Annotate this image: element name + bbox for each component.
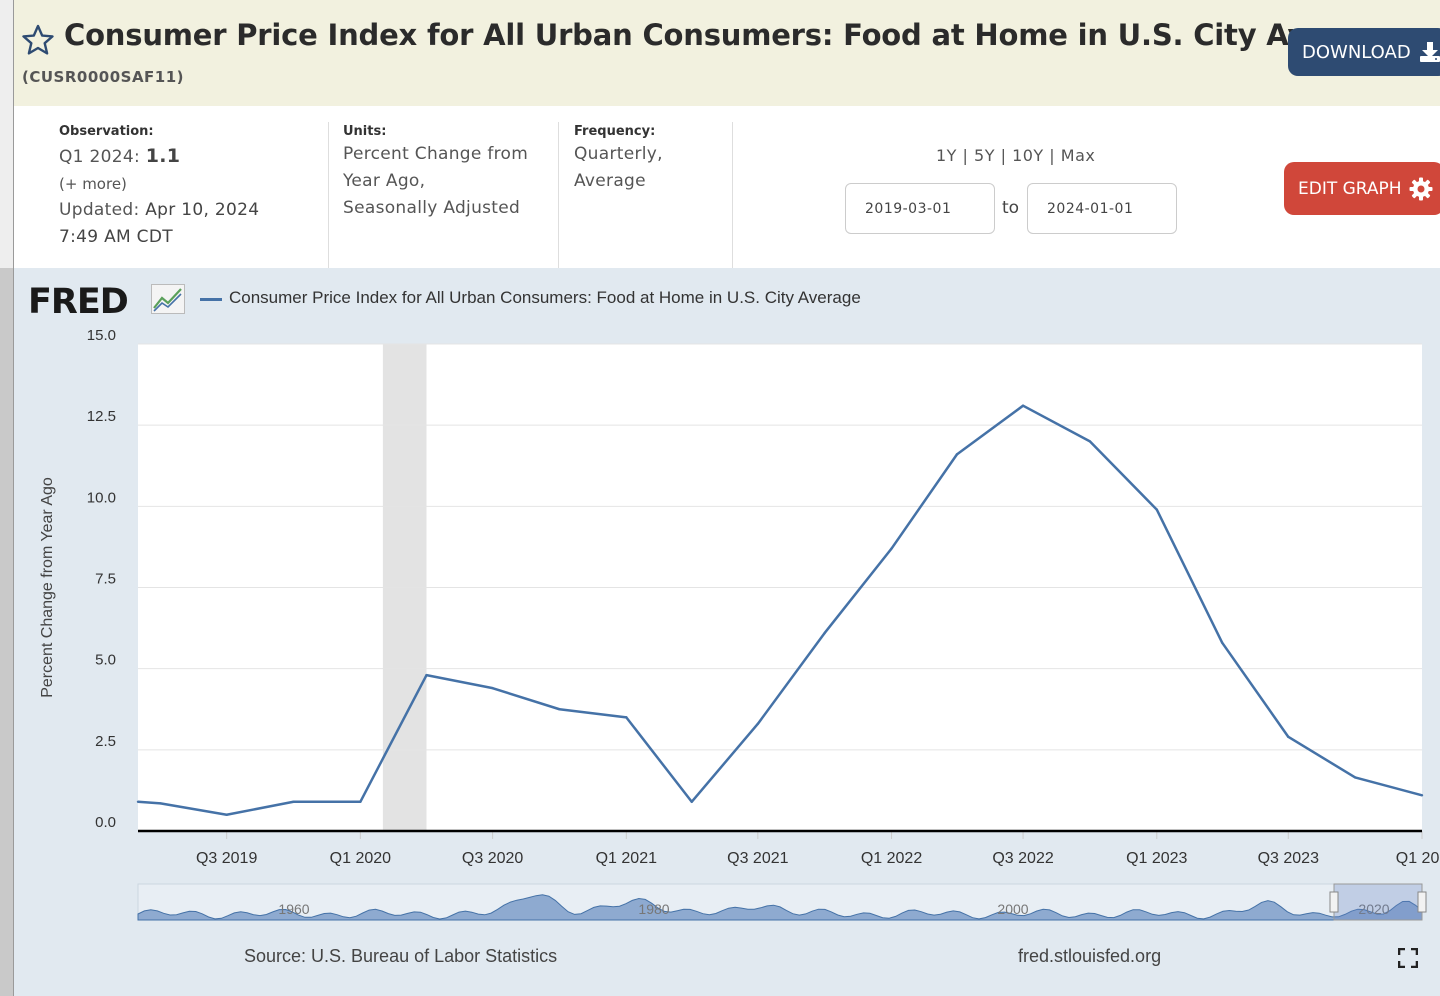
x-tick-label: Q1 2022 <box>861 850 922 867</box>
x-tick-label: Q3 2021 <box>727 850 788 867</box>
units-line2: Year Ago, <box>343 171 426 191</box>
y-tick-label: 15.0 <box>87 327 116 344</box>
data-point <box>955 453 959 456</box>
data-point <box>690 800 693 803</box>
more-link[interactable]: (+ more) <box>59 175 127 193</box>
updated-time: 7:49 AM CDT <box>59 227 173 247</box>
series-meta: Observation: Q1 2024: 1.1 (+ more) Updat… <box>14 106 1440 268</box>
source-label: Source: U.S. Bureau of Labor Statistics <box>244 946 558 966</box>
data-point <box>1287 735 1290 739</box>
range-10y-link[interactable]: 10Y <box>1012 146 1044 165</box>
navigator-series <box>137 894 1423 921</box>
observation-value: 1.1 <box>145 145 181 167</box>
observation-label: Observation: <box>59 124 154 139</box>
data-point <box>225 813 228 816</box>
edit-graph-button[interactable]: EDIT GRAPH <box>1284 162 1440 215</box>
chart-panel: 0.0 2.5 5.0 7.5 10.0 12.5 15.0 Q3 2019 Q1 2020 Q3… <box>14 268 1440 996</box>
site-link[interactable]: fred.stlouisfed.org <box>1018 946 1162 966</box>
y-tick-label: 12.5 <box>87 408 116 425</box>
y-axis-title: Percent Change from Year Ago <box>39 477 56 698</box>
observation-period: Q1 2024: <box>59 147 140 167</box>
fred-graph-icon <box>151 284 185 314</box>
start-date-input[interactable]: 2019-03-01 <box>845 183 995 234</box>
data-point <box>1021 404 1025 407</box>
navigator-label: 2000 <box>997 901 1028 917</box>
navigator-label: 1960 <box>278 901 309 917</box>
range-separator: | <box>1000 146 1007 165</box>
navigator-handle[interactable] <box>1329 891 1339 913</box>
data-point <box>558 708 561 711</box>
legend-swatch <box>200 298 222 301</box>
y-tick-label: 7.5 <box>95 571 116 588</box>
data-point <box>1220 641 1224 644</box>
range-5y-link[interactable]: 5Y <box>974 146 995 165</box>
updated-label: Updated: <box>59 200 140 220</box>
data-point <box>823 631 826 635</box>
frequency-block: Frequency: Quarterly, Average <box>574 122 734 268</box>
x-tick-label: Q1 202 <box>1396 850 1440 867</box>
chart-svg: 0.0 2.5 5.0 7.5 10.0 12.5 15.0 Q3 2019 Q1 2020 Q3… <box>39 327 1440 921</box>
y-tick-label: 10.0 <box>87 489 116 506</box>
y-tick-label: 0.0 <box>95 814 116 831</box>
star-icon[interactable] <box>22 24 54 56</box>
frequency-line1: Quarterly, <box>574 144 663 164</box>
frequency-line2: Average <box>574 171 646 191</box>
x-tick-label: Q3 2022 <box>992 850 1053 867</box>
range-separator: | <box>1049 146 1056 165</box>
units-label: Units: <box>343 124 387 139</box>
page-title: Consumer Price Index for All Urban Consu… <box>64 18 1400 52</box>
window-edge-top <box>0 0 14 268</box>
data-point <box>292 800 295 803</box>
edit-graph-label: EDIT GRAPH <box>1298 178 1402 199</box>
y-tick-label: 2.5 <box>95 733 116 750</box>
end-date-input[interactable]: 2024-01-01 <box>1027 183 1177 234</box>
data-point <box>1155 508 1158 511</box>
fullscreen-icon[interactable] <box>1398 948 1418 968</box>
divider <box>732 122 733 268</box>
divider <box>328 122 329 268</box>
x-tick-label: Q1 2023 <box>1126 850 1187 867</box>
download-label: DOWNLOAD <box>1302 41 1411 63</box>
range-max-link[interactable]: Max <box>1060 146 1096 165</box>
navigator-label: 2020 <box>1358 901 1389 917</box>
data-point <box>890 547 893 550</box>
data-point <box>1353 776 1357 779</box>
fred-logo: FRED <box>28 282 129 322</box>
updated-date: Apr 10, 2024 <box>145 200 260 220</box>
x-tick-label: Q1 2021 <box>596 850 657 867</box>
x-tick-label: Q1 2020 <box>330 850 391 867</box>
to-label: to <box>1002 198 1020 218</box>
navigator-handle[interactable] <box>1417 891 1427 913</box>
units-line1: Percent Change from <box>343 144 529 164</box>
download-button[interactable]: DOWNLOAD <box>1288 28 1440 76</box>
data-point <box>159 802 162 805</box>
units-line3: Seasonally Adjusted <box>343 198 521 218</box>
observation-block: Observation: Q1 2024: 1.1 (+ more) Updat… <box>59 122 329 268</box>
data-point <box>1088 440 1092 443</box>
x-tick-label: Q3 2019 <box>196 850 257 867</box>
data-point <box>1420 794 1424 797</box>
gear-icon <box>1409 177 1433 200</box>
navigator-label: 1980 <box>638 901 669 917</box>
navigator-window <box>1333 883 1423 921</box>
x-tick-label: Q3 2023 <box>1258 850 1319 867</box>
data-point <box>359 800 362 803</box>
x-tick-label: Q3 2020 <box>462 850 523 867</box>
data-point <box>625 716 628 719</box>
download-icon <box>1419 42 1440 62</box>
divider <box>558 122 559 268</box>
data-point <box>425 673 428 677</box>
legend-label: Consumer Price Index for All Urban Consu… <box>229 288 861 307</box>
series-id: (CUSR0000SAF11) <box>22 68 185 86</box>
range-links: 1Y | 5Y | 10Y | Max <box>936 146 1095 165</box>
range-1y-link[interactable]: 1Y <box>936 146 957 165</box>
frequency-label: Frequency: <box>574 124 656 139</box>
data-point <box>491 686 494 690</box>
data-point <box>136 800 140 803</box>
series-header: Consumer Price Index for All Urban Consu… <box>14 0 1440 106</box>
units-block: Units: Percent Change from Year Ago, Sea… <box>343 122 563 268</box>
data-point <box>756 722 760 726</box>
range-separator: | <box>962 146 969 165</box>
y-tick-label: 5.0 <box>95 652 116 669</box>
